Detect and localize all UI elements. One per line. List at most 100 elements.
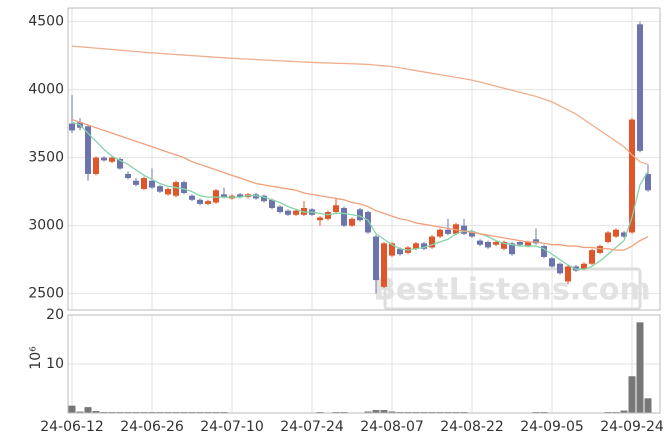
y-axis-label: 10⁶ (28, 346, 44, 370)
candle-body (485, 241, 491, 248)
candle-body (333, 205, 339, 213)
volume-bar (636, 322, 644, 413)
candle-body (277, 206, 283, 213)
candle-body (269, 199, 275, 208)
y-tick-label: 4000 (28, 82, 64, 98)
candle-body (613, 229, 619, 237)
candle-body (509, 243, 515, 255)
candle-body (181, 182, 187, 194)
candle-body (357, 209, 363, 221)
candle-body (477, 240, 483, 245)
candle-body (85, 126, 91, 174)
x-tick-label: 24-09-05 (520, 419, 584, 435)
x-tick-label: 24-09-24 (600, 419, 664, 435)
candle-body (125, 173, 131, 179)
volume-bar (372, 410, 380, 413)
volume-bar (84, 407, 92, 413)
candle-body (557, 263, 563, 274)
candle-body (157, 186, 163, 192)
candle-body (349, 218, 355, 226)
moving-average-line (71, 118, 649, 251)
candle-body (317, 217, 323, 221)
candle-body (93, 157, 99, 174)
volume-bar (628, 376, 636, 413)
candle-body (589, 250, 595, 264)
volume-bar (364, 411, 372, 413)
moving-average-line (71, 121, 649, 270)
candle-body (189, 195, 195, 200)
candle-body (133, 180, 139, 185)
volume-bar (380, 410, 388, 413)
y-tick-label: 3500 (28, 150, 64, 166)
moving-average-line (71, 45, 649, 166)
candle-body (437, 229, 443, 237)
watermark-box (383, 267, 642, 311)
candle-body (397, 248, 403, 255)
candle-body (533, 239, 539, 244)
candle-body (69, 123, 75, 131)
candle-body (597, 246, 603, 253)
candle-body (621, 232, 627, 237)
x-tick-label: 24-07-10 (200, 419, 264, 435)
candle-body (445, 229, 451, 234)
plot-frame (67, 314, 661, 414)
candle-body (469, 231, 475, 237)
candle-body (461, 225, 467, 234)
volume-bar (644, 398, 652, 413)
candle-body (565, 266, 571, 282)
candle-body (141, 178, 147, 189)
volume-bar (388, 411, 396, 413)
candle-body (501, 241, 507, 249)
volume-bar (76, 411, 84, 413)
candle-body (429, 236, 435, 248)
y-tick-label: 4500 (28, 14, 64, 30)
candle-body (173, 182, 179, 196)
candle-body (541, 246, 547, 257)
candle-body (221, 194, 227, 198)
candle-body (421, 243, 427, 249)
candle-body (373, 236, 379, 281)
candle-body (645, 173, 651, 191)
watermark: BestListens.com (373, 273, 651, 308)
candle-body (285, 210, 291, 215)
candle-body (165, 188, 171, 195)
candle-body (381, 243, 387, 287)
candle-body (205, 201, 211, 204)
candle-body (365, 212, 371, 233)
candle-body (517, 241, 523, 245)
volume-bar (620, 410, 628, 413)
candle-body (453, 224, 459, 234)
x-tick-label: 24-06-12 (40, 419, 104, 435)
candle-body (549, 258, 555, 267)
candle-body (325, 212, 331, 219)
candle-body (629, 119, 635, 233)
x-tick-label: 24-08-07 (360, 419, 424, 435)
x-tick-label: 24-06-26 (120, 419, 184, 435)
candle-body (261, 195, 267, 202)
candle-body (389, 243, 395, 256)
candle-body (117, 159, 123, 169)
y-tick-label: 2500 (28, 286, 64, 302)
candle-body (493, 241, 499, 245)
candle-body (109, 157, 115, 162)
candle-body (253, 194, 259, 199)
candle-body (413, 243, 419, 249)
x-tick-label: 24-08-22 (440, 419, 504, 435)
candle-body (581, 263, 587, 270)
plot-frame (67, 7, 661, 311)
candle-body (101, 157, 107, 161)
candle-body (149, 180, 155, 188)
candle-body (341, 207, 347, 226)
candle-body (525, 241, 531, 247)
candle-body (293, 210, 299, 215)
x-tick-label: 24-07-24 (280, 419, 344, 435)
y-tick-label: 3000 (28, 218, 64, 234)
y-tick-label: 10 (46, 356, 64, 372)
candle-body (237, 194, 243, 198)
candle-body (197, 199, 203, 204)
candle-body (213, 190, 219, 203)
candle-body (605, 232, 611, 242)
volume-bar (92, 411, 100, 413)
